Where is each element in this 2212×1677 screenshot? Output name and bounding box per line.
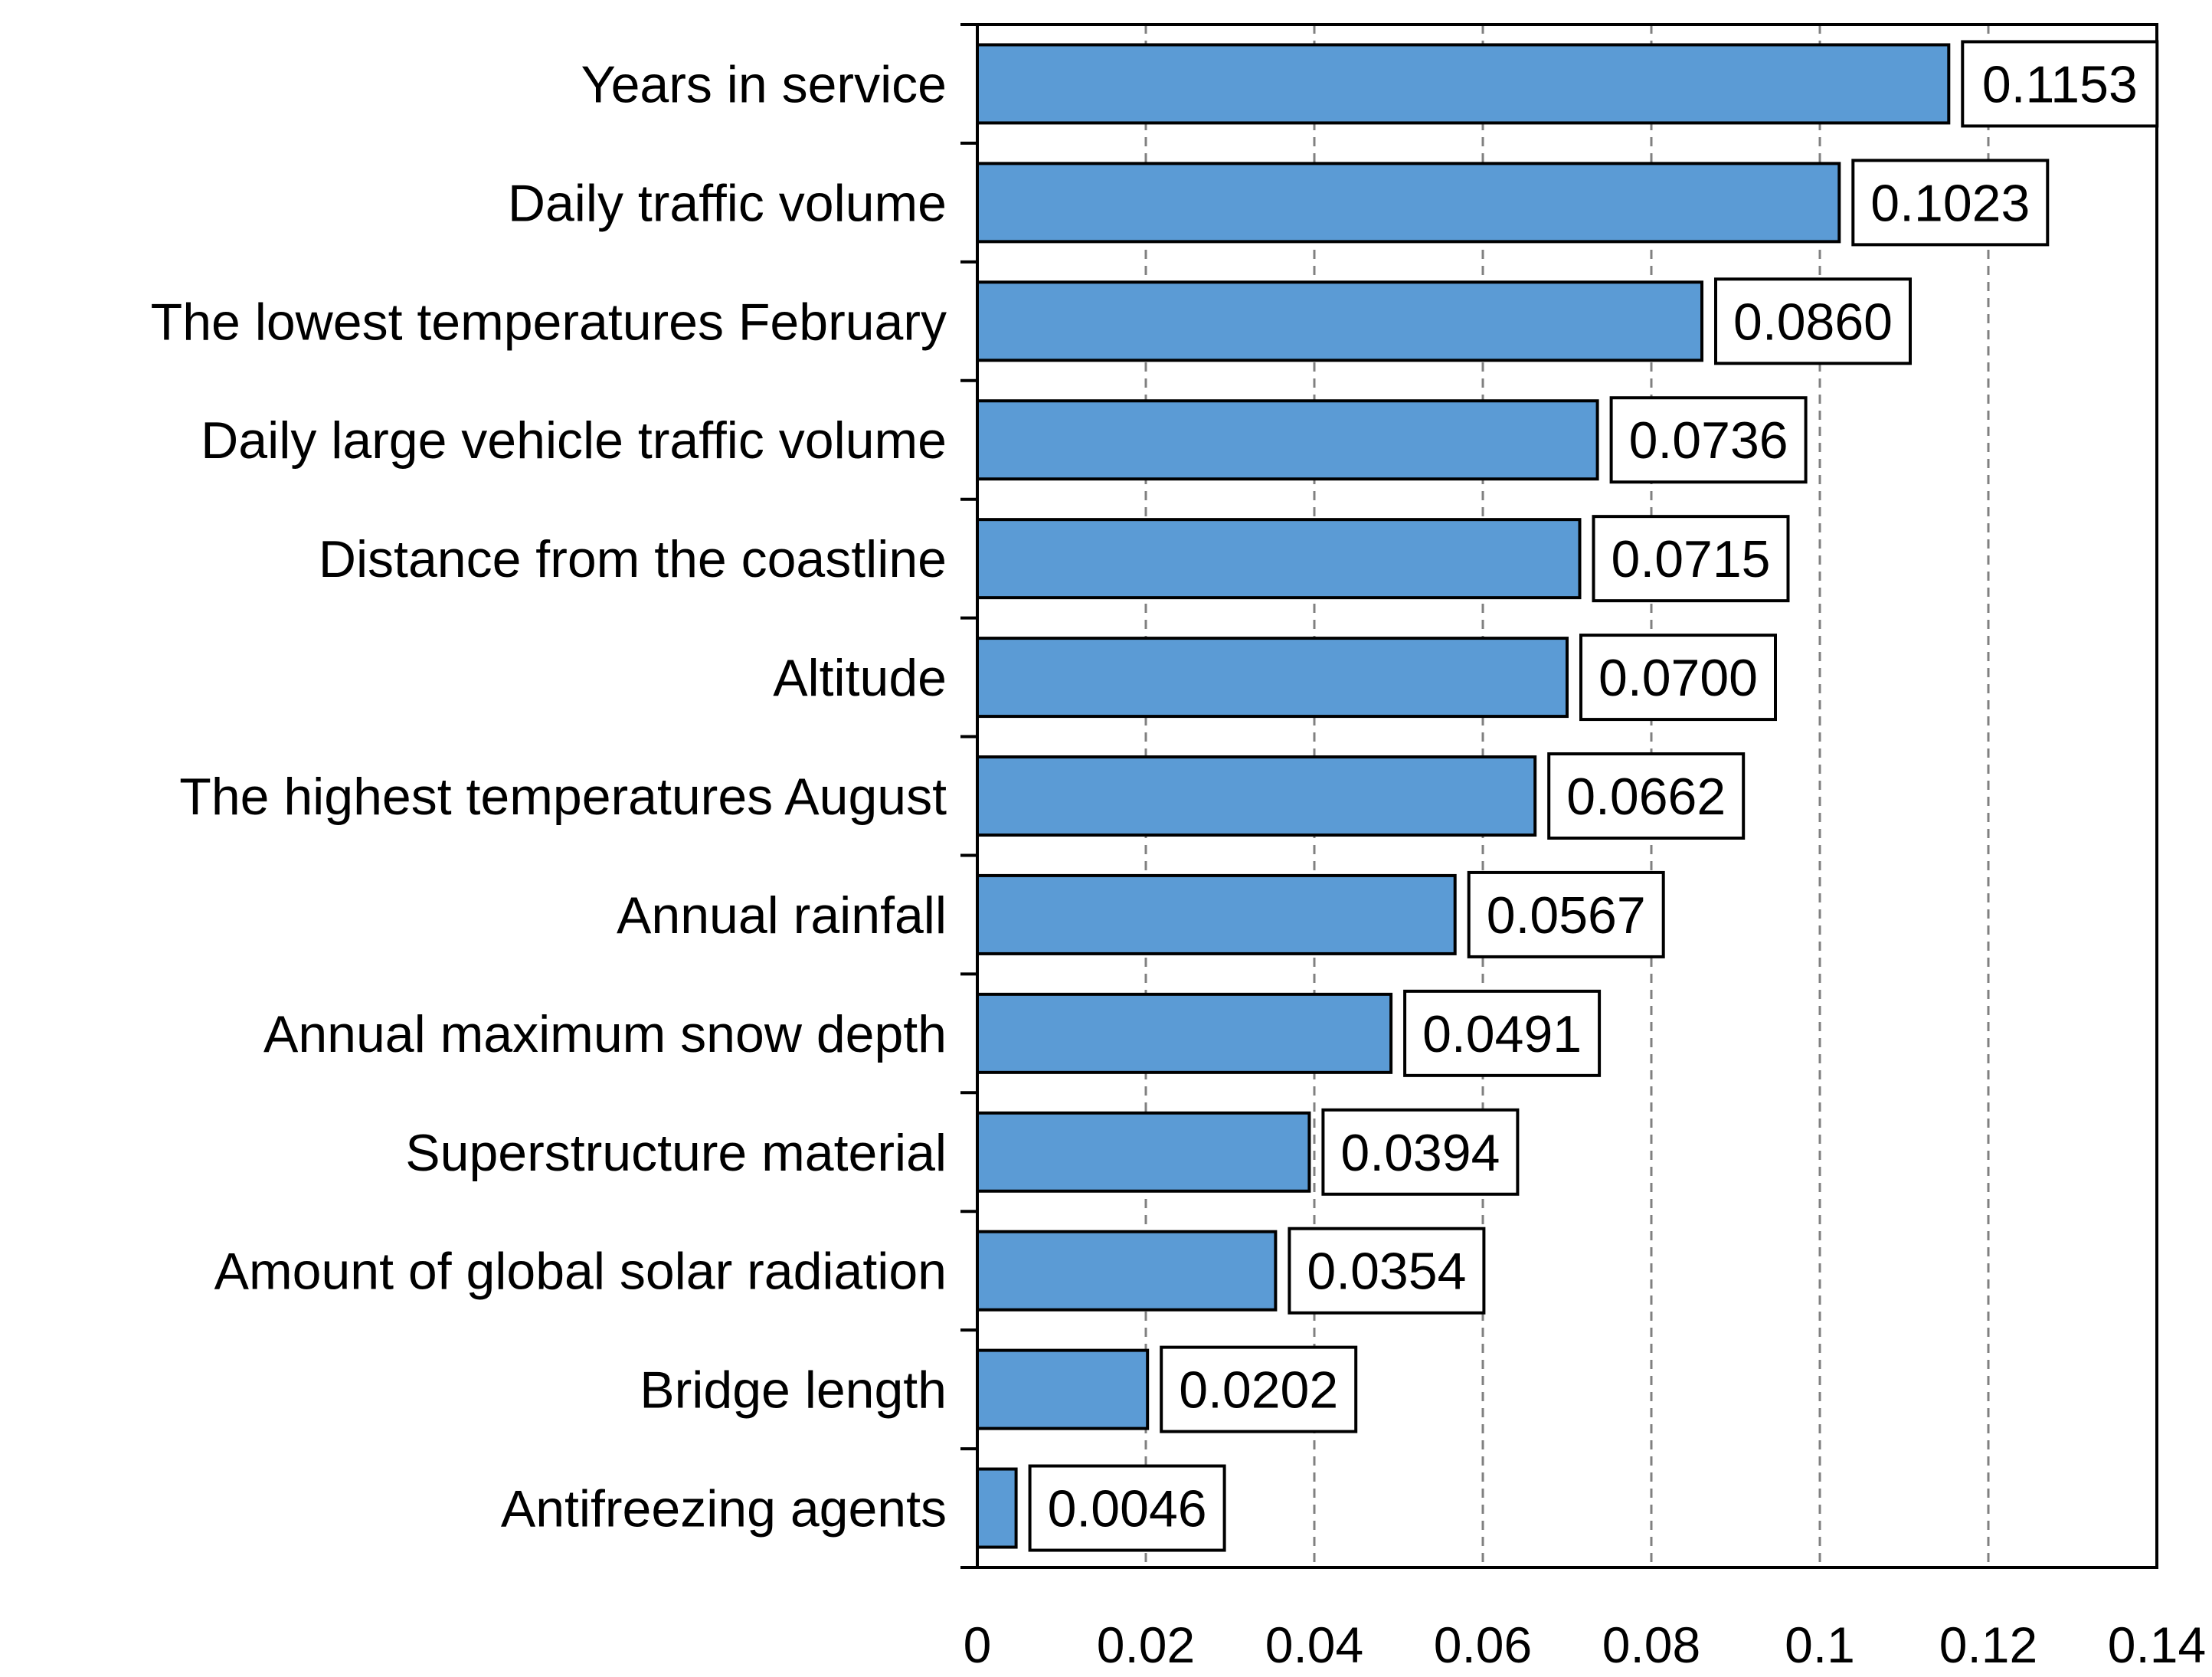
value-label-box-6 [1547,752,1746,840]
value-label-box-12 [1028,1464,1226,1552]
value-label-10: 0.0354 [1307,1243,1466,1301]
x-tick-label-3: 0.06 [1434,1616,1532,1673]
bar-11 [976,1348,1150,1430]
x-tick-label-0: 0 [964,1616,992,1673]
value-label-6: 0.0662 [1566,768,1726,826]
value-label-7: 0.0567 [1487,886,1646,945]
category-label-8: Annual maximum snow depth [263,1005,947,1063]
category-label-10: Amount of global solar radiation [214,1243,947,1301]
x-tick-label-7: 0.14 [2108,1616,2206,1673]
bar-12 [976,1467,1018,1549]
x-tick-label-6: 0.12 [1939,1616,2037,1673]
value-label-11: 0.0202 [1179,1361,1338,1420]
bar-10 [976,1230,1278,1312]
value-label-5: 0.0700 [1598,649,1758,707]
bar-3 [976,399,1599,481]
bar-8 [976,992,1393,1074]
bar-9 [976,1111,1311,1193]
category-label-3: Daily large vehicle traffic volume [201,411,947,470]
value-label-box-7 [1467,870,1665,958]
x-tick-label-2: 0.04 [1265,1616,1363,1673]
category-label-1: Daily traffic volume [508,174,947,232]
value-label-box-10 [1288,1227,1486,1315]
category-label-11: Bridge length [640,1361,947,1420]
value-label-box-9 [1321,1108,1520,1196]
value-label-box-3 [1609,396,1808,484]
bar-5 [976,637,1569,719]
value-label-box-2 [1714,277,1912,365]
bar-4 [976,518,1582,600]
category-label-2: The lowest temperatures February [151,293,947,351]
value-label-0: 0.1153 [1982,55,2138,113]
bar-2 [976,280,1703,362]
x-tick-label-5: 0.1 [1785,1616,1855,1673]
labels: 0.1153 Years in service 0.1023 Daily traffi… [151,40,2206,1673]
category-label-6: The highest temperatures August [179,768,947,826]
bar-7 [976,873,1457,955]
value-label-box-0 [1961,40,2159,128]
category-label-4: Distance from the coastline [319,530,947,588]
plot-frame [976,23,2158,1569]
value-label-8: 0.0491 [1422,1005,1582,1063]
category-label-0: Years in service [581,55,947,113]
bar-6 [976,755,1537,837]
x-tick-label-1: 0.02 [1097,1616,1195,1673]
bar-1 [976,162,1841,244]
bar-0 [976,43,1951,125]
value-label-2: 0.0860 [1733,293,1893,351]
value-label-4: 0.0715 [1612,530,1771,588]
value-label-box-1 [1851,159,2050,247]
value-label-box-4 [1592,515,1790,603]
value-label-box-5 [1579,634,1777,722]
value-label-box-8 [1403,989,1602,1077]
category-label-9: Superstructure material [405,1124,947,1182]
value-label-3: 0.0736 [1629,411,1788,470]
bars [976,43,1951,1549]
category-label-7: Annual rainfall [617,886,947,945]
value-label-9: 0.0394 [1340,1124,1500,1182]
category-label-5: Altitude [773,649,947,707]
axes [960,23,2158,1569]
category-label-12: Antifreezing agents [501,1480,947,1538]
value-label-1: 0.1023 [1870,174,2030,232]
x-tick-label-4: 0.08 [1602,1616,1700,1673]
value-label-12: 0.0046 [1048,1480,1207,1538]
value-label-box-11 [1160,1345,1358,1433]
